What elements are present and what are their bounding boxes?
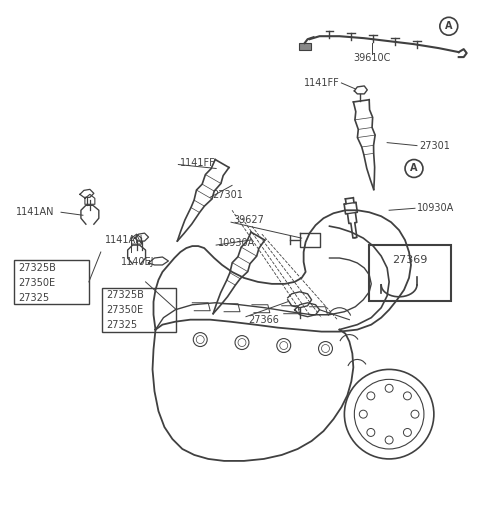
Text: 27325B: 27325B (18, 263, 56, 273)
Text: 1141FF: 1141FF (304, 78, 339, 88)
Text: 1141AN: 1141AN (105, 235, 144, 245)
Text: 27325: 27325 (106, 320, 137, 329)
Text: 1140EJ: 1140EJ (120, 257, 154, 267)
Text: 27325: 27325 (18, 293, 49, 303)
Text: 27350E: 27350E (18, 278, 55, 288)
Text: 27366: 27366 (248, 314, 279, 325)
Text: 27301: 27301 (212, 190, 243, 200)
Text: 39627: 39627 (233, 215, 264, 225)
Text: 10930A: 10930A (218, 238, 255, 248)
Text: 27325B: 27325B (106, 290, 144, 300)
Bar (14, 260, 89, 304)
Text: 1141AN: 1141AN (16, 207, 55, 217)
Text: A: A (410, 164, 418, 174)
Bar (369, 245, 451, 301)
Text: 39610C: 39610C (354, 53, 391, 63)
Text: 27350E: 27350E (106, 305, 143, 315)
Text: 10930A: 10930A (417, 203, 454, 213)
Text: 27369: 27369 (392, 255, 428, 265)
Text: 1141FF: 1141FF (180, 157, 216, 167)
Text: A: A (445, 21, 453, 31)
Text: 27301: 27301 (419, 140, 450, 151)
Bar (102, 288, 176, 332)
Bar (299, 43, 311, 50)
